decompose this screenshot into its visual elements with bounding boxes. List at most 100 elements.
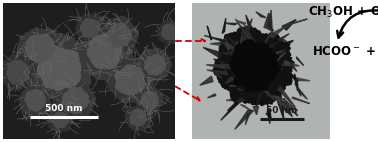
Polygon shape [264,43,276,52]
Polygon shape [76,14,105,42]
Polygon shape [161,24,178,40]
Polygon shape [265,30,274,42]
Polygon shape [268,26,286,38]
Polygon shape [222,62,226,71]
Text: CH$_3$OH + OH$^-$: CH$_3$OH + OH$^-$ [308,5,378,20]
Polygon shape [264,13,269,29]
Polygon shape [235,110,254,129]
Polygon shape [263,89,275,100]
Polygon shape [241,37,243,48]
Polygon shape [219,39,234,49]
Polygon shape [279,34,289,41]
Polygon shape [25,34,55,63]
Polygon shape [236,21,246,24]
Polygon shape [275,46,290,58]
Polygon shape [81,19,100,38]
Polygon shape [204,36,226,42]
Polygon shape [245,113,250,125]
Bar [3,3,175,139]
Polygon shape [263,86,268,107]
Polygon shape [27,33,94,100]
Polygon shape [225,23,237,25]
Polygon shape [208,94,216,98]
Polygon shape [253,106,259,115]
Polygon shape [6,60,29,84]
Polygon shape [101,16,138,53]
Text: 50 nm: 50 nm [266,106,298,115]
Polygon shape [158,20,182,44]
Polygon shape [239,88,242,90]
Polygon shape [115,65,145,95]
Polygon shape [282,101,298,116]
Polygon shape [297,88,307,99]
Polygon shape [220,40,232,50]
Polygon shape [284,98,291,111]
Polygon shape [276,96,282,106]
Polygon shape [291,62,297,71]
Polygon shape [286,40,293,45]
Polygon shape [296,78,310,81]
Polygon shape [283,39,286,42]
Polygon shape [284,19,307,26]
Polygon shape [273,51,284,55]
Bar [192,3,330,139]
Polygon shape [274,66,290,67]
Polygon shape [267,13,272,28]
Polygon shape [228,37,240,48]
Polygon shape [229,40,279,92]
Polygon shape [278,87,296,107]
Polygon shape [214,72,222,79]
Polygon shape [257,84,262,100]
Polygon shape [203,47,222,58]
Polygon shape [78,27,130,80]
Polygon shape [269,10,272,31]
Polygon shape [241,32,249,45]
Polygon shape [247,40,254,45]
Polygon shape [210,42,222,45]
Polygon shape [207,70,228,75]
Polygon shape [107,58,154,103]
Polygon shape [235,41,237,47]
Polygon shape [223,51,234,55]
Polygon shape [125,106,151,130]
Polygon shape [272,96,284,99]
Polygon shape [246,15,253,29]
Polygon shape [1,54,36,90]
Polygon shape [267,109,270,124]
Polygon shape [225,38,230,50]
Polygon shape [235,19,250,40]
Polygon shape [260,84,268,96]
Polygon shape [62,87,88,114]
Polygon shape [221,102,239,120]
Text: HCOO$^-$ + 2H$_2$: HCOO$^-$ + 2H$_2$ [312,45,378,60]
Polygon shape [213,26,294,106]
Polygon shape [246,19,252,32]
Polygon shape [225,77,233,83]
Polygon shape [226,100,231,101]
Polygon shape [141,91,158,109]
Polygon shape [222,18,226,34]
Polygon shape [48,107,73,132]
Polygon shape [256,12,266,18]
Polygon shape [292,97,310,104]
Polygon shape [285,61,299,66]
Polygon shape [241,105,252,111]
Polygon shape [57,80,95,120]
Polygon shape [207,26,212,40]
Polygon shape [282,60,287,70]
Polygon shape [20,84,51,116]
Polygon shape [18,28,60,70]
Polygon shape [274,52,286,64]
Polygon shape [296,57,304,65]
Polygon shape [130,110,147,126]
Polygon shape [276,94,284,120]
Polygon shape [25,90,45,111]
Polygon shape [218,63,233,69]
Polygon shape [200,76,213,85]
Polygon shape [206,65,225,69]
Polygon shape [144,55,166,75]
Polygon shape [227,75,237,79]
Polygon shape [295,81,301,96]
Polygon shape [266,112,271,119]
Polygon shape [227,98,245,111]
